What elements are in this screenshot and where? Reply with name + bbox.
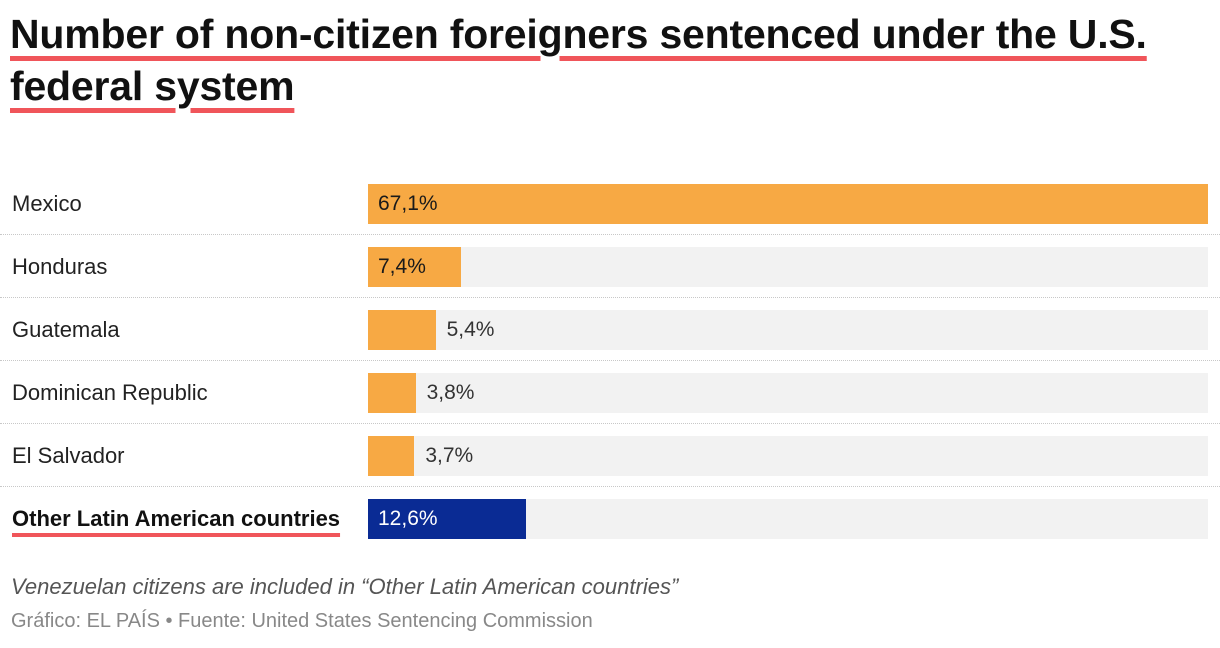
category-label: Dominican Republic: [12, 380, 208, 405]
bar: [368, 247, 461, 287]
chart-source: Gráfico: EL PAÍS • Fuente: United States…: [11, 610, 593, 632]
value-label: 3,8%: [426, 381, 475, 404]
category-label: Guatemala: [12, 317, 120, 342]
bar-track: 7,4%: [368, 247, 1208, 287]
bar-row: Mexico 67,1%: [0, 172, 1220, 235]
bar: [368, 184, 1208, 224]
bar-row: Dominican Republic 3,8%: [0, 361, 1220, 424]
category-label: Mexico: [12, 191, 82, 216]
bar-track: 67,1%: [368, 184, 1208, 224]
bar-row: Honduras 7,4%: [0, 235, 1220, 298]
value-label: 3,7%: [425, 444, 474, 467]
chart-title-line-2: federal system: [10, 63, 295, 109]
value-label: 7,4%: [378, 255, 426, 278]
category-label: Other Latin American countries: [12, 506, 341, 531]
bar-row: Guatemala 5,4%: [0, 298, 1220, 361]
bar-row: Other Latin American countries 12,6%: [0, 487, 1220, 549]
bar-track: 3,7%: [368, 436, 1208, 476]
value-label: 67,1%: [378, 192, 438, 215]
bar-chart: Mexico 67,1% Honduras 7,4% Guatemala 5,4% Domi…: [0, 172, 1220, 549]
value-label: 5,4%: [446, 318, 495, 341]
bar-track: 3,8%: [368, 373, 1208, 413]
chart-title: Number of non-citizen foreigners sentenc…: [10, 8, 1210, 112]
bar: [368, 436, 415, 476]
chart-title-line-1: Number of non-citizen foreigners sentenc…: [10, 11, 1147, 57]
bar-track: 5,4%: [368, 310, 1208, 350]
value-label: 12,6%: [378, 507, 438, 530]
category-label: Honduras: [12, 254, 108, 279]
category-label: El Salvador: [12, 443, 125, 468]
bar: [368, 499, 526, 539]
bar: [368, 373, 416, 413]
bar-row: El Salvador 3,7%: [0, 424, 1220, 487]
chart-note: Venezuelan citizens are included in “Oth…: [11, 574, 679, 599]
bar: [368, 310, 436, 350]
bar-track: 12,6%: [368, 499, 1208, 539]
